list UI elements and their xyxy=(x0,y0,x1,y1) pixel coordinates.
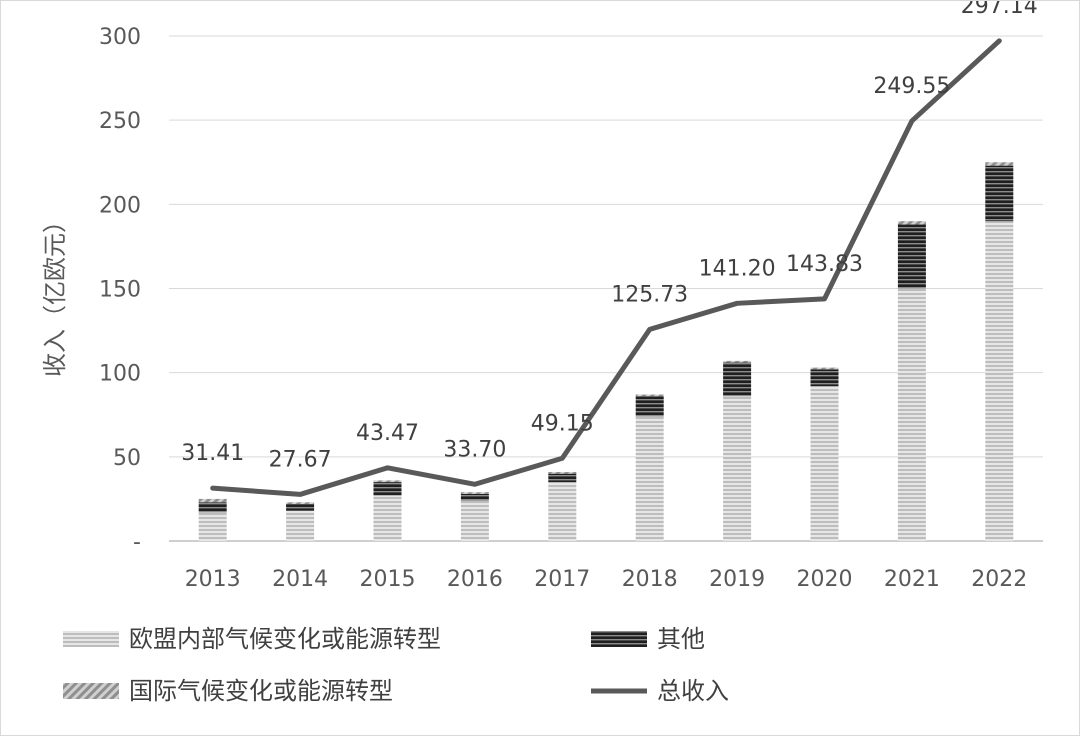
data-label: 33.70 xyxy=(443,437,506,462)
bar-segment xyxy=(373,482,402,496)
legend-swatch xyxy=(591,631,647,647)
bar-segment xyxy=(897,224,926,289)
y-tick-label: 150 xyxy=(99,278,141,303)
y-axis-label: 收入（亿欧元） xyxy=(41,209,69,377)
bar-segment xyxy=(286,503,315,511)
legend-label: 其他 xyxy=(657,625,705,653)
legend-label: 总收入 xyxy=(657,677,729,705)
y-tick-label: 200 xyxy=(99,193,141,218)
bar-segment xyxy=(198,512,227,541)
y-tick-label: 50 xyxy=(113,446,141,471)
total-revenue-line xyxy=(210,38,1002,497)
x-axis-ticks: 2013 2014 2015 2016 2017 2018 2019 2020 2021 2022 xyxy=(185,567,1028,592)
bar-segment xyxy=(548,473,577,483)
bar-segment xyxy=(373,495,402,541)
bar-segment xyxy=(373,480,402,483)
bar-segment xyxy=(460,492,489,494)
data-label: 249.55 xyxy=(873,74,950,99)
bar-segment xyxy=(897,288,926,541)
bar-segment xyxy=(723,360,752,363)
x-tick-label: 2015 xyxy=(360,567,416,592)
bar-segment xyxy=(985,221,1014,541)
data-label: 143.83 xyxy=(786,252,863,277)
x-tick-label: 2021 xyxy=(884,567,940,592)
bar-segment xyxy=(198,502,227,513)
legend-label: 欧盟内部气候变化或能源转型 xyxy=(129,625,441,653)
legend-label: 国际气候变化或能源转型 xyxy=(129,677,393,705)
data-label: 49.15 xyxy=(531,411,594,436)
bar-segment xyxy=(548,471,577,474)
data-label: 31.41 xyxy=(181,441,244,466)
bar-segment xyxy=(286,510,315,541)
bar-segment xyxy=(897,221,926,225)
bar-segment xyxy=(198,498,227,503)
bar-segment xyxy=(985,162,1014,166)
y-tick-label: - xyxy=(133,530,141,555)
bar-segment xyxy=(723,396,752,541)
x-tick-label: 2019 xyxy=(709,567,765,592)
y-axis-ticks: - 50 100 150 200 250 300 xyxy=(99,25,141,555)
y-tick-label: 100 xyxy=(99,362,141,387)
legend-swatch xyxy=(63,631,119,647)
bar-segment xyxy=(723,362,752,397)
data-label: 27.67 xyxy=(269,447,332,472)
data-label: 141.20 xyxy=(699,256,776,281)
bar-segment xyxy=(810,369,839,387)
bar-segment xyxy=(460,500,489,541)
total-line xyxy=(210,38,1002,497)
data-label: 43.47 xyxy=(356,421,419,446)
bar-segment xyxy=(286,502,315,504)
data-label: 125.73 xyxy=(611,282,688,307)
x-tick-label: 2013 xyxy=(185,567,241,592)
bar-segment xyxy=(810,386,839,541)
y-tick-label: 300 xyxy=(99,25,141,50)
bars xyxy=(198,162,1014,541)
bar-segment xyxy=(635,396,664,417)
grid-lines xyxy=(169,35,1043,542)
x-tick-label: 2020 xyxy=(797,567,853,592)
x-tick-label: 2018 xyxy=(622,567,678,592)
x-tick-label: 2022 xyxy=(971,567,1027,592)
bar-segment xyxy=(810,367,839,370)
legend-swatch xyxy=(63,683,119,699)
bar-segment xyxy=(985,165,1014,222)
bar-segment xyxy=(635,394,664,397)
y-tick-label: 250 xyxy=(99,109,141,134)
data-label: 297.14 xyxy=(961,1,1038,19)
bar-segment xyxy=(635,416,664,541)
bar-segment xyxy=(548,482,577,541)
bar-segment xyxy=(460,493,489,501)
x-tick-label: 2017 xyxy=(534,567,590,592)
data-labels: 31.41 27.67 43.47 33.70 49.15 125.73 141.20 143… xyxy=(181,0,1038,472)
x-tick-label: 2016 xyxy=(447,567,503,592)
x-tick-label: 2014 xyxy=(272,567,328,592)
